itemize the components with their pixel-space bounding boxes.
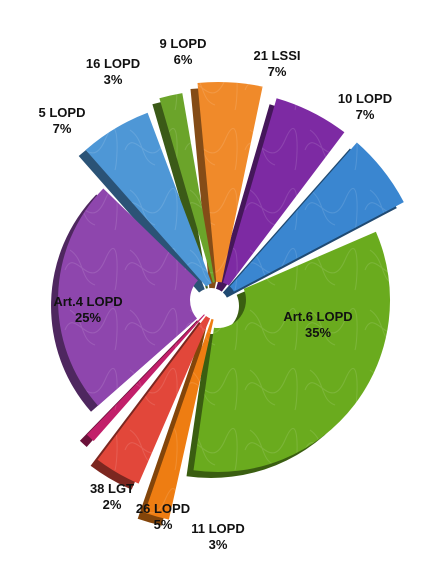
- slice-texture-6: [58, 188, 198, 406]
- slice-label: 38 LGT: [90, 481, 134, 496]
- slice-percent-label: 5%: [154, 517, 173, 532]
- slice-texture-0: [223, 98, 345, 286]
- slice-percent-label: 7%: [53, 121, 72, 136]
- slice-texture-4: [97, 316, 211, 484]
- slice-percent-label: 25%: [75, 310, 101, 325]
- slice-texture-5: [86, 314, 205, 441]
- slice-texture-2: [193, 231, 391, 472]
- slice-label: 5 LOPD: [39, 105, 86, 120]
- slice-label: Art.6 LOPD: [283, 309, 352, 324]
- slice-percent-label: 35%: [305, 325, 331, 340]
- slice-depth-3: [137, 324, 207, 526]
- slice-percent-label: 2%: [103, 497, 122, 512]
- slice-percent-label: 6%: [174, 52, 193, 67]
- slice-texture-8: [159, 93, 215, 283]
- slice-label: 11 LOPD: [191, 521, 244, 536]
- slice-percent-label: 3%: [104, 72, 123, 87]
- slice-label: Art.4 LOPD: [53, 294, 122, 309]
- slice-percent-label: 7%: [268, 64, 287, 79]
- slice-texture-3: [144, 318, 214, 520]
- slice-texture-1: [229, 142, 404, 292]
- slice-percent-label: 3%: [209, 537, 228, 552]
- slice-texture-9: [197, 82, 263, 283]
- slice-label: 26 LOPD: [136, 501, 190, 516]
- slice-label: 16 LOPD: [86, 56, 140, 71]
- slice-label: 21 LSSI: [254, 48, 301, 63]
- slice-texture-7: [85, 112, 212, 287]
- slice-label: 10 LOPD: [338, 91, 392, 106]
- slice-label: 9 LOPD: [160, 36, 207, 51]
- slice-face-layer: [58, 82, 404, 520]
- slice-percent-label: 7%: [356, 107, 375, 122]
